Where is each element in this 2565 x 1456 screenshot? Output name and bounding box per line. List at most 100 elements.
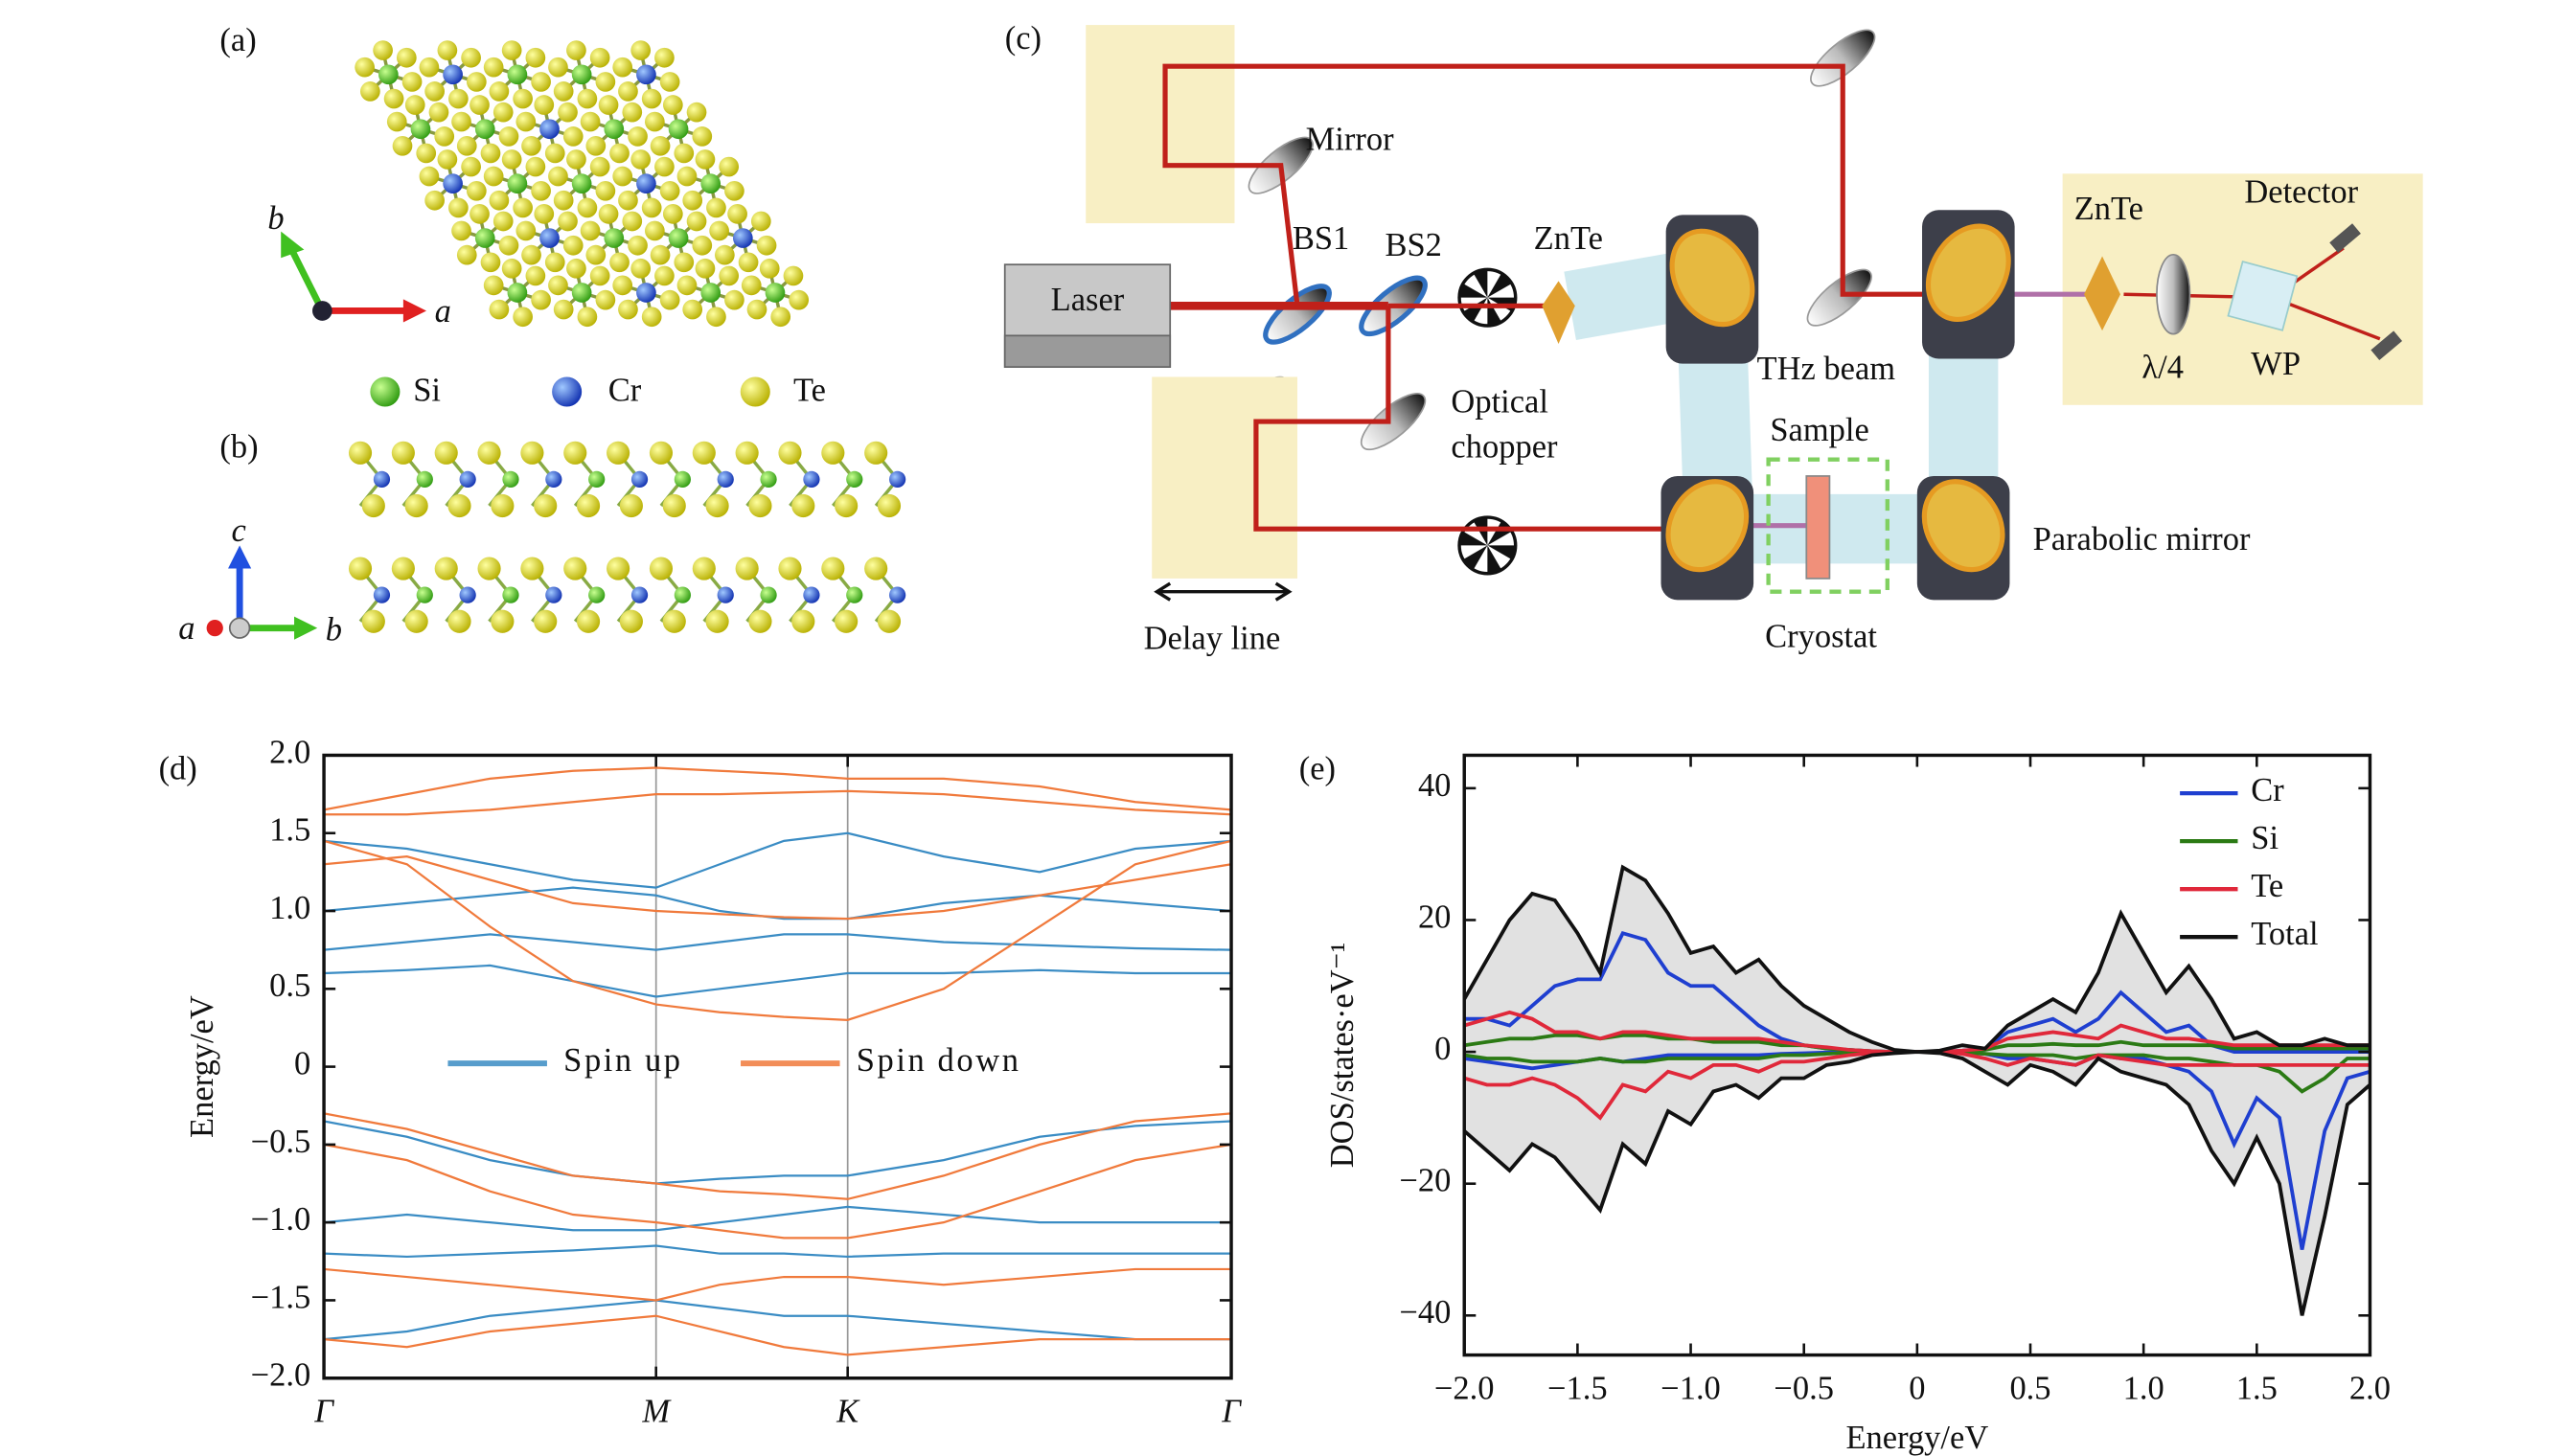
te-atom: [498, 126, 519, 147]
te-atom: [469, 203, 490, 224]
te-atom: [477, 557, 501, 580]
te-atom: [447, 493, 471, 518]
te-atom: [419, 57, 440, 78]
series-line: [324, 933, 1232, 951]
te-atom: [821, 557, 845, 580]
diagram-label: Parabolic mirror: [2033, 521, 2251, 557]
panel-label: (a): [219, 22, 256, 58]
delay-stage: [1086, 25, 1235, 224]
plot-area: [1464, 864, 2370, 1316]
te-atom: [448, 197, 469, 218]
te-atom: [607, 441, 630, 465]
si-atom: [765, 283, 786, 303]
te-atom: [628, 235, 648, 256]
te-atom: [598, 203, 619, 224]
te-atom: [630, 149, 652, 170]
cr-atom: [545, 470, 562, 489]
si-atom: [416, 470, 433, 489]
cr-atom: [636, 64, 656, 85]
series-line: [324, 1299, 1232, 1341]
te-atom: [709, 220, 729, 241]
te-atom: [641, 307, 662, 328]
chart: −40 −20 0 20 40 −2.0 −1.5 −1.0 −0.5 0 0.5 1.0 1.5 2.0…: [1299, 751, 2391, 1456]
te-atom: [404, 95, 425, 115]
cr-atom: [539, 119, 560, 140]
te-atom: [674, 252, 695, 273]
te-atom: [451, 220, 471, 241]
x-tick-label: 0: [1909, 1370, 1925, 1406]
delay-stage: [1152, 376, 1298, 579]
te-atom: [695, 149, 716, 170]
te-atom: [662, 493, 686, 518]
panel-label: (e): [1299, 751, 1336, 787]
cr-atom: [888, 470, 906, 489]
te-atom: [428, 102, 449, 123]
te-atom: [558, 211, 578, 232]
cr-atom: [443, 173, 463, 194]
te-atom: [580, 111, 601, 132]
te-atom: [630, 258, 652, 279]
si-atom: [846, 470, 863, 489]
diagram-label: Cryostat: [1765, 619, 1877, 655]
legend-label: Te: [793, 373, 826, 409]
si-atom: [700, 173, 721, 194]
te-atom: [595, 72, 616, 92]
te-atom: [692, 441, 716, 465]
si-atom: [474, 119, 495, 140]
y-tick-label: −2.0: [251, 1357, 311, 1394]
te-atom: [682, 190, 703, 211]
te-atom: [513, 197, 533, 218]
te-atom: [644, 220, 665, 241]
te-atom: [525, 47, 546, 68]
te-atom: [756, 235, 777, 256]
chopper-blade: [1487, 545, 1516, 560]
te-atom: [676, 166, 698, 187]
x-axis-label: Energy/eV: [1845, 1420, 1988, 1456]
diagram-label: WP: [2251, 346, 2301, 382]
quarter-wave-plate: [2156, 253, 2191, 335]
te-atom: [724, 289, 744, 310]
te-atom: [612, 166, 633, 187]
laser-beam: [1162, 63, 1967, 307]
znte-crystal: [1542, 281, 1575, 344]
te-atom: [705, 493, 729, 518]
te-atom: [612, 57, 633, 78]
diagram-label: Mirror: [1306, 121, 1394, 157]
te-atom: [589, 156, 610, 177]
te-atom: [383, 88, 404, 109]
te-atom: [692, 235, 713, 256]
si-atom: [846, 586, 863, 603]
cr-atom: [803, 586, 820, 603]
te-atom: [649, 557, 674, 580]
te-atom: [520, 441, 544, 465]
chopper-blade: [1487, 273, 1512, 298]
te-atom: [589, 265, 610, 286]
te-atom: [595, 289, 616, 310]
diagrams: (a) b a Si Cr Te (b) c a b (c) Mirror BS…: [178, 20, 2423, 656]
te-atom: [525, 156, 546, 177]
te-atom: [821, 441, 845, 465]
arrow-head: [1154, 581, 1172, 602]
y-tick-label: −1.0: [251, 1201, 311, 1238]
te-atom: [544, 252, 565, 273]
axis-arrow: [206, 620, 223, 637]
cr-atom: [636, 283, 656, 303]
te-atom: [531, 72, 551, 92]
te-atom: [577, 88, 598, 109]
te-atom: [741, 275, 762, 296]
y-tick-label: 0.5: [269, 967, 310, 1004]
diagram-label: BS2: [1385, 227, 1441, 263]
te-atom: [641, 197, 662, 218]
te-atom: [748, 609, 772, 633]
legend-label: Si: [2251, 820, 2279, 856]
te-atom: [520, 557, 544, 580]
te-atom: [544, 143, 565, 164]
znte-crystal: [2084, 256, 2121, 331]
te-atom: [469, 95, 490, 115]
te-atom: [456, 135, 477, 156]
te-atom: [724, 180, 744, 201]
te-atom: [348, 441, 373, 465]
series-line: [324, 854, 1232, 921]
te-atom: [641, 88, 662, 109]
